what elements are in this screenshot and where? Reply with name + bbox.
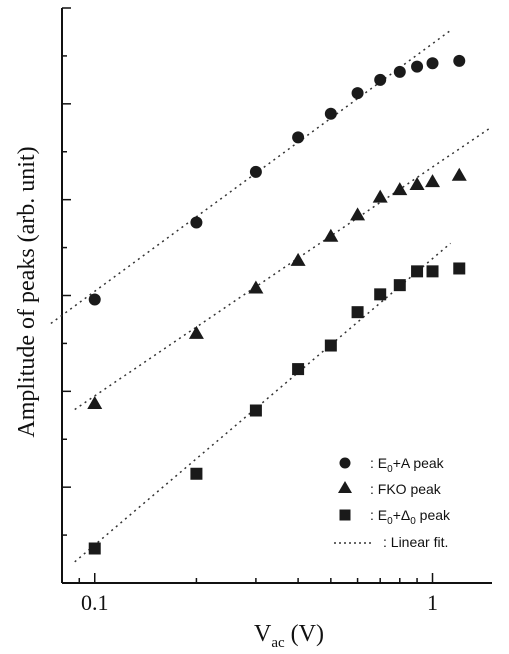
data-point-triangle (425, 174, 441, 188)
legend-item-triangle: : FKO peak (338, 481, 442, 497)
legend-marker-square (339, 509, 351, 521)
data-point-square (324, 339, 337, 352)
axes (61, 7, 492, 584)
data-point-square (411, 265, 424, 278)
y-axis-label: Amplitude of peaks (arb. unit) (14, 146, 40, 437)
data-point-triangle (323, 228, 339, 242)
data-point-circle (292, 131, 305, 144)
data-point-triangle (372, 189, 388, 203)
legend-item-fit: : Linear fit. (334, 534, 448, 550)
data-point-triangle (87, 396, 103, 410)
data-point-triangle (290, 252, 306, 266)
data-point-triangle (248, 280, 264, 294)
legend-text-triangle: : FKO peak (370, 481, 442, 497)
data-point-square (190, 467, 203, 480)
data-point-circle (324, 107, 337, 120)
data-point-square (374, 288, 387, 301)
fit-line (74, 242, 452, 563)
legend-item-square: : E0+Δ0 peak (339, 507, 451, 527)
data-markers (87, 54, 467, 555)
x-axis-label-sub: ac (271, 635, 285, 651)
legend-text-circle: : E0+A peak (370, 455, 445, 475)
data-point-triangle (392, 182, 408, 196)
x-tick-label: 0.1 (81, 590, 109, 615)
legend-item-circle: : E0+A peak (339, 455, 445, 475)
data-point-square (393, 279, 406, 292)
data-point-triangle (409, 176, 425, 190)
data-point-circle (190, 216, 203, 229)
data-point-circle (426, 57, 439, 70)
data-point-circle (249, 165, 262, 178)
data-point-square (88, 542, 101, 555)
data-point-square (249, 404, 262, 417)
legend-text-fit: : Linear fit. (383, 534, 448, 550)
data-point-circle (88, 293, 101, 306)
tick-labels: 0.1 1 (81, 590, 438, 615)
legend-text-square: : E0+Δ0 peak (370, 507, 451, 527)
x-tick-label: 1 (427, 590, 438, 615)
legend-marker-circle (339, 457, 351, 469)
data-point-triangle (350, 207, 366, 221)
data-point-triangle (451, 167, 467, 181)
data-point-circle (411, 60, 424, 73)
data-point-circle (453, 54, 466, 67)
x-axis-label: Vac (V) (254, 621, 324, 651)
legend: : E0+A peak : FKO peak : E0+Δ0 peak : Li… (334, 455, 451, 550)
data-point-square (292, 363, 305, 376)
data-point-triangle (188, 325, 204, 339)
x-axis-label-unit: (V) (285, 621, 324, 647)
data-point-square (453, 262, 466, 275)
fit-lines (50, 29, 490, 563)
data-point-square (351, 306, 364, 319)
data-point-square (426, 265, 439, 278)
fit-line (50, 29, 451, 325)
x-axis-label-main: V (254, 621, 272, 647)
legend-marker-triangle (338, 481, 352, 493)
data-point-circle (393, 65, 406, 78)
data-point-circle (351, 87, 364, 100)
data-point-circle (374, 73, 387, 86)
